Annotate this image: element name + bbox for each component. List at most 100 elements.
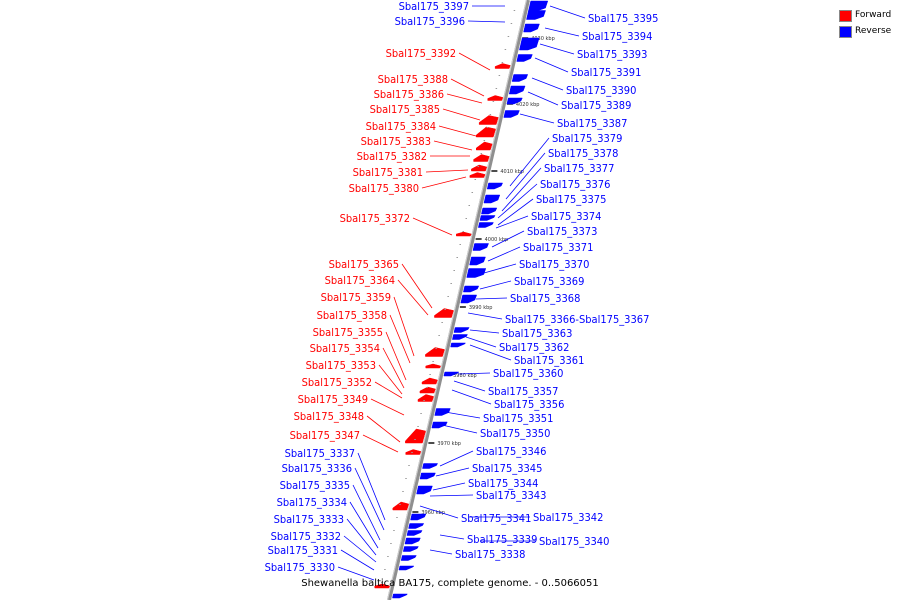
reverse-gene	[434, 408, 451, 416]
gene-labels: Sbal175_3392 Sbal175_3388 Sbal175_3386 Sbal…	[265, 0, 659, 574]
forward-gene-label-leader	[450, 78, 485, 97]
reverse-gene-label-leader	[534, 57, 569, 73]
forward-gene-label: Sbal175_3385	[370, 103, 440, 116]
forward-gene-label: Sbal175_3381	[353, 166, 423, 179]
reverse-gene	[481, 207, 498, 215]
forward-gene-label: Sbal175_3348	[294, 410, 364, 423]
forward-gene-label-leader	[421, 176, 467, 189]
legend-forward-swatch	[839, 10, 852, 22]
reverse-gene-label-leader	[544, 27, 580, 37]
axis-dot	[495, 88, 498, 89]
reverse-gene-label-leader	[469, 344, 512, 361]
reverse-gene-label: Sbal175_3342	[533, 511, 603, 524]
reverse-gene	[508, 85, 526, 95]
axis-dot	[414, 439, 416, 440]
forward-gene-label-leader	[393, 296, 415, 357]
axis-dot	[498, 75, 501, 76]
reverse-gene-label: Sbal175_3343	[476, 489, 546, 502]
forward-gene-label-leader	[397, 279, 429, 316]
axis-dot	[426, 387, 428, 388]
forward-gene	[471, 164, 488, 172]
axis-highlight	[387, 0, 527, 600]
forward-gene-label: Sbal175_3347	[290, 429, 360, 442]
reverse-gene-label: Sbal175_3340	[539, 535, 609, 548]
forward-gene-label: Sbal175_3384	[366, 120, 436, 133]
reverse-gene	[406, 530, 423, 536]
forward-gene-label-leader	[385, 331, 407, 381]
reverse-gene	[400, 555, 417, 561]
reverse-gene-label: Sbal175_3335	[280, 479, 350, 492]
axis-dot	[396, 517, 398, 518]
reverse-gene-label: Sbal175_3331	[268, 544, 338, 557]
reverse-gene-label: Sbal175_3332	[271, 530, 341, 543]
forward-gene-label: Sbal175_3359	[321, 291, 391, 304]
reverse-gene-label-leader	[487, 246, 521, 262]
reverse-gene-label-leader	[340, 549, 375, 571]
reverse-gene	[398, 565, 415, 571]
reverse-gene	[477, 222, 494, 228]
forward-gene-label-leader	[442, 108, 481, 121]
axis-dot	[444, 309, 446, 310]
reverse-gene-label: Sbal175_3356	[494, 398, 564, 411]
axis-dot	[507, 36, 510, 37]
axis-dot	[432, 361, 434, 362]
reverse-gene-label-leader	[429, 494, 474, 497]
forward-gene-label: Sbal175_3365	[329, 258, 399, 271]
axis-dot	[474, 179, 477, 180]
reverse-gene-label: Sbal175_3341	[461, 512, 531, 525]
axis-dot	[381, 582, 383, 583]
reverse-gene-label: Sbal175_3368	[510, 292, 580, 305]
reverse-gene-label-leader	[352, 484, 381, 541]
reverse-gene	[402, 546, 419, 552]
reverse-gene	[506, 97, 523, 105]
reverse-gene	[528, 0, 549, 12]
axis-dot	[438, 335, 440, 336]
forward-gene-label-leader	[425, 169, 469, 173]
scale-tick-label: 3990 kbp	[469, 305, 493, 311]
genome-axis	[387, 0, 530, 600]
forward-gene-label: Sbal175_3358	[317, 309, 387, 322]
forward-gene	[374, 583, 391, 589]
reverse-gene-label: Sbal175_3363	[502, 327, 572, 340]
reverse-gene-label-leader	[435, 467, 470, 477]
axis-dot	[459, 244, 461, 245]
forward-gene-label: Sbal175_3349	[298, 393, 368, 406]
reverse-gene-label: Sbal175_3396	[395, 15, 465, 28]
axis-dot	[441, 322, 443, 323]
reverse-gene-label-leader	[479, 280, 512, 290]
reverse-gene-label-leader	[343, 535, 377, 563]
reverse-gene-label: Sbal175_3351	[483, 412, 553, 425]
reverse-gene-label: Sbal175_3338	[455, 548, 525, 561]
reverse-gene-label: Sbal175_3370	[519, 258, 589, 271]
forward-gene-label-leader	[412, 217, 453, 236]
reverse-gene	[486, 182, 503, 190]
axis-dot	[456, 257, 458, 258]
forward-gene	[476, 126, 496, 138]
reverse-gene-label: Sbal175_3379	[552, 132, 622, 145]
forward-gene-label-leader	[446, 93, 483, 104]
reverse-gene	[404, 537, 421, 545]
forward-gene	[405, 428, 426, 444]
scale-tick-label: 3970 kbp	[437, 441, 461, 447]
forward-gene	[476, 141, 493, 151]
axis-dot	[390, 543, 392, 544]
reverse-gene	[419, 472, 436, 480]
axis-dot	[453, 270, 455, 271]
forward-gene	[417, 394, 434, 402]
forward-gene	[478, 115, 499, 125]
reverse-gene-label-leader	[501, 167, 542, 212]
reverse-gene-label: Sbal175_3333	[274, 513, 344, 526]
reverse-gene-label-leader	[346, 518, 377, 556]
reverse-gene-label: Sbal175_3350	[480, 427, 550, 440]
reverse-gene-label-leader	[497, 198, 534, 226]
axis-line	[387, 0, 530, 600]
reverse-gene	[516, 54, 533, 62]
forward-gene	[419, 386, 436, 394]
reverse-gene-label: Sbal175_3391	[571, 66, 641, 79]
forward-gene	[434, 308, 454, 318]
axis-dot	[393, 530, 395, 531]
reverse-gene-label-leader	[469, 329, 500, 334]
reverse-gene-label: Sbal175_3330	[265, 561, 335, 574]
scale-tick-label: 4020 kbp	[516, 102, 540, 108]
reverse-gene-label: Sbal175_3345	[472, 462, 542, 475]
